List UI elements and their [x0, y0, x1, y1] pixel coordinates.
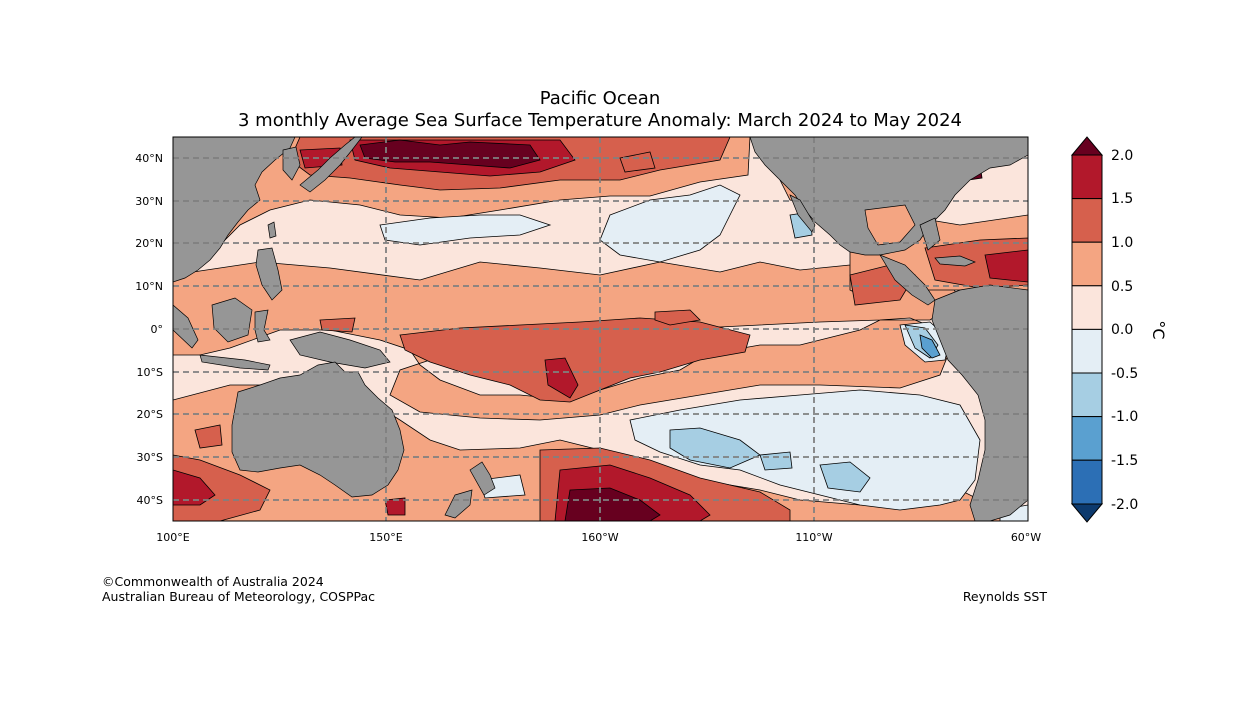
- colorbar-band: [1071, 241, 1103, 287]
- lat-label: 20°N: [135, 237, 163, 250]
- anomaly-region: [669, 427, 761, 469]
- anomaly-region: [399, 317, 751, 403]
- lat-label: 0°: [151, 323, 164, 336]
- australia: [231, 361, 405, 498]
- colorbar-ticks: 2.0 1.5 1.0 0.5 0.0 -0.5 -1.0 -1.5 -2.0 …: [1111, 148, 1168, 513]
- anomaly-region: [194, 424, 223, 449]
- caribbean-islands: [934, 255, 976, 267]
- lon-labels: 100°E 150°E 160°W 110°W 60°W: [156, 531, 1041, 544]
- anomaly-region: [919, 334, 941, 359]
- colorbar-band: [1071, 285, 1103, 330]
- colorbar-tick-label: 1.5: [1111, 191, 1133, 207]
- colorbar-unit-label: °C: [1149, 320, 1168, 339]
- lat-label: 40°S: [137, 494, 163, 507]
- colorbar: [1070, 136, 1104, 523]
- anomaly-region: [359, 139, 541, 169]
- borneo: [211, 297, 253, 343]
- java-islands: [199, 354, 271, 371]
- lat-label: 30°S: [137, 451, 163, 464]
- lon-label: 160°W: [581, 531, 618, 544]
- data-source-label: Reynolds SST: [962, 589, 1047, 604]
- colorbar-tick-label: 1.0: [1111, 235, 1133, 251]
- map-frame: [172, 136, 1029, 522]
- colorbar-band: [1071, 198, 1103, 243]
- lat-label: 40°N: [135, 152, 163, 165]
- colorbar-band: [1071, 459, 1103, 505]
- anomaly-region: [654, 309, 701, 326]
- colorbar-tick-label: 2.0: [1111, 148, 1133, 164]
- sulawesi: [254, 309, 271, 343]
- lon-label: 60°W: [1011, 531, 1041, 544]
- lon-label: 150°E: [369, 531, 402, 544]
- colorbar-band: [1071, 154, 1103, 200]
- lat-label: 30°N: [135, 195, 163, 208]
- colorbar-tick-label: -0.5: [1111, 366, 1138, 382]
- anomaly-region: [629, 389, 981, 511]
- gulf-of-mexico-water: [864, 204, 916, 246]
- colorbar-band: [1071, 416, 1103, 461]
- sumatra: [173, 304, 199, 349]
- lat-labels: 40°N 30°N 20°N 10°N 0° 10°S 20°S 30°S 40…: [135, 152, 163, 507]
- new-zealand: [444, 461, 496, 519]
- chart-subtitle: 3 monthly Average Sea Surface Temperatur…: [238, 110, 962, 131]
- florida: [919, 217, 941, 251]
- colorbar-tick-label: -1.0: [1111, 409, 1138, 425]
- gridlines: [173, 137, 1028, 521]
- anomaly-region: [384, 497, 406, 516]
- anomaly-region: [564, 487, 661, 521]
- colorbar-tick-label: 0.0: [1111, 322, 1133, 338]
- colorbar-bottom-extend: [1070, 503, 1104, 523]
- chart-title: Pacific Ocean: [539, 88, 661, 109]
- asia-landmass: [173, 137, 296, 283]
- land: [173, 137, 1028, 521]
- anomaly-region: [379, 214, 552, 246]
- anomaly-region: [819, 461, 871, 493]
- lat-label: 10°N: [135, 280, 163, 293]
- lon-label: 100°E: [156, 531, 189, 544]
- anomaly-region: [544, 357, 579, 399]
- lat-label: 10°S: [137, 366, 163, 379]
- lon-label: 110°W: [795, 531, 832, 544]
- south-america: [931, 284, 1028, 521]
- taiwan-island: [267, 221, 277, 239]
- anomaly-region: [984, 249, 1028, 283]
- korea-peninsula: [282, 146, 301, 181]
- anomaly-region: [759, 451, 793, 471]
- colorbar-tick-label: -2.0: [1111, 497, 1138, 513]
- copyright-credit: ©Commonwealth of Australia 2024: [102, 574, 324, 589]
- anomaly-region: [619, 151, 656, 173]
- colorbar-top-extend: [1070, 136, 1104, 156]
- lat-label: 20°S: [137, 408, 163, 421]
- japan-islands: [299, 137, 363, 193]
- colorbar-tick-label: -1.5: [1111, 453, 1138, 469]
- colorbar-tick-label: 0.5: [1111, 279, 1133, 295]
- agency-credit: Australian Bureau of Meteorology, COSPPa…: [102, 589, 375, 604]
- anomaly-band-above-2.0: [359, 139, 983, 521]
- philippines: [255, 247, 283, 301]
- new-guinea: [289, 331, 391, 369]
- colorbar-band: [1071, 372, 1103, 418]
- central-america: [879, 254, 936, 306]
- colorbar-band: [1071, 328, 1103, 374]
